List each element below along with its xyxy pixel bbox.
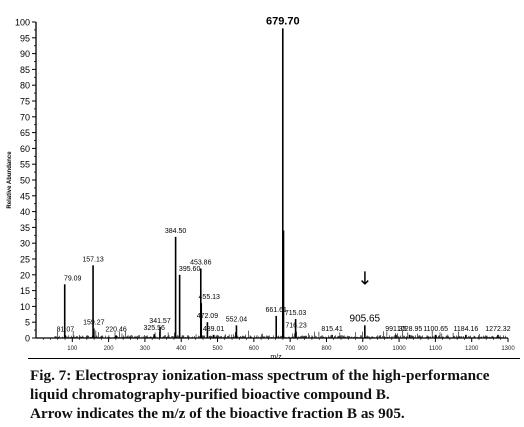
y-tick-label: 65	[20, 128, 30, 138]
y-tick-label: 55	[20, 160, 30, 170]
y-tick-label: 75	[20, 97, 30, 107]
y-tick-label: 45	[20, 191, 30, 201]
peak-label: 661.61	[266, 307, 288, 314]
y-tick-label: 50	[20, 176, 30, 186]
peak-label: 157.13	[82, 256, 104, 263]
mass-spectrum-chart: 0 5 10 15 20 25 30 35 40 45 50 55 60 65 70 75 80 85 90 95 10…	[7, 15, 515, 361]
peak-label: 715.03	[285, 310, 307, 317]
x-tick-label: 900	[358, 346, 369, 352]
x-tick-label: 500	[213, 346, 224, 352]
peak-label: 453.86	[190, 259, 212, 266]
peak-label: 395.60	[179, 266, 201, 273]
peak-label: 159.27	[83, 320, 105, 327]
y-tick-label: 5	[25, 318, 30, 328]
x-tick-label: 1100	[429, 346, 443, 352]
figure-caption: Fig. 7: Electrospray ionization-mass spe…	[30, 366, 522, 423]
peak-label: 81.07	[57, 326, 75, 333]
peak-label: 1184.16	[454, 326, 479, 333]
y-tick-label: 20	[20, 270, 30, 280]
caption-line-3: Arrow indicates the m/z of the bioactive…	[30, 405, 405, 422]
caption-line-2: liquid chromatography-purified bioactive…	[30, 386, 390, 403]
y-axis-title: Relative Abundance	[7, 151, 13, 209]
peak-label: 220.46	[105, 326, 127, 333]
y-tick-label: 95	[20, 33, 30, 43]
peak-label: 489.01	[203, 326, 225, 333]
peak-label: 455.13	[199, 294, 221, 301]
x-tick-label: 300	[140, 346, 151, 352]
x-tick-label: 400	[176, 346, 187, 352]
x-axis-title: m/z	[270, 354, 282, 361]
y-tick-label: 80	[20, 81, 30, 91]
peak-label: 1100.65	[423, 326, 448, 333]
x-tick-label: 600	[249, 346, 260, 352]
y-tick-label: 35	[20, 223, 30, 233]
x-tick-label: 200	[104, 346, 115, 352]
peak-label: 1272.32	[485, 326, 510, 333]
peak-label: 679.70	[266, 15, 300, 27]
y-tick-label: 30	[20, 239, 30, 249]
x-tick-label: 700	[285, 346, 296, 352]
x-tick-label: 800	[321, 346, 332, 352]
peak-label: 815.41	[321, 326, 343, 333]
peak-label: 991.35	[385, 326, 407, 333]
y-tick-label: 90	[20, 49, 30, 59]
y-tick-label: 100	[15, 18, 30, 28]
x-tick-label: 1300	[501, 346, 515, 352]
indicator-arrow-icon: ↓	[357, 268, 372, 289]
y-tick-label: 85	[20, 65, 30, 75]
peak-label: 716.23	[285, 323, 307, 330]
x-tick-label: 1200	[465, 346, 479, 352]
caption-divider	[28, 358, 520, 359]
peak-label: 384.50	[165, 228, 187, 235]
caption-line-1: Fig. 7: Electrospray ionization-mass spe…	[30, 367, 490, 384]
y-tick-label: 0	[25, 334, 30, 344]
y-tick-label: 70	[20, 112, 30, 122]
peak-label: 325.56	[143, 325, 165, 332]
peak-label: 905.65	[350, 313, 381, 324]
y-tick-label: 15	[20, 286, 30, 296]
peak-label: 341.57	[149, 318, 171, 325]
peak-label: 472.09	[197, 313, 219, 320]
peak-label: 552.04	[226, 316, 248, 323]
x-tick-label: 100	[67, 346, 78, 352]
peak-label: 79.09	[64, 275, 82, 282]
y-tick-label: 40	[20, 207, 30, 217]
y-tick-label: 10	[20, 302, 30, 312]
y-tick-label: 60	[20, 144, 30, 154]
mass-spectrum-svg: 0 5 10 15 20 25 30 35 40 45 50 55 60 65 70 75 80 85 90 95 10…	[7, 15, 515, 361]
y-tick-label: 25	[20, 255, 30, 265]
x-tick-label: 1000	[392, 346, 406, 352]
peak-label: 1028.95	[397, 326, 422, 333]
